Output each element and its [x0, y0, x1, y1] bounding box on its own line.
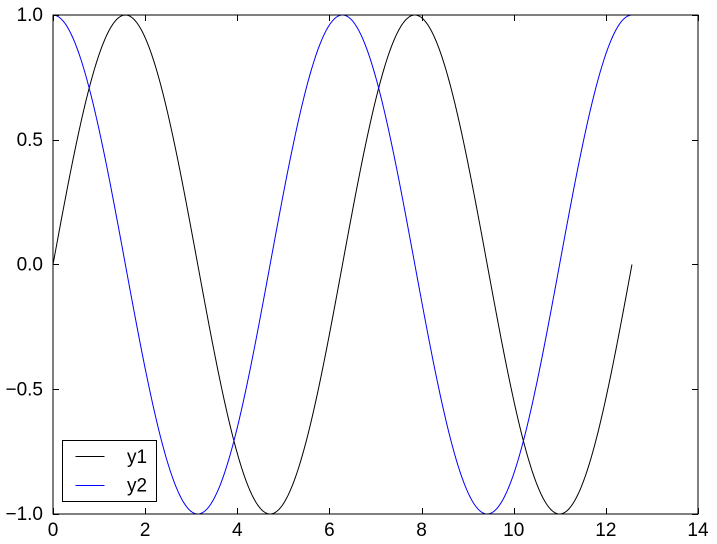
svg-text:−0.5: −0.5: [5, 379, 43, 400]
svg-text:0: 0: [48, 520, 59, 541]
svg-text:2: 2: [140, 520, 151, 541]
svg-text:14: 14: [687, 520, 709, 541]
svg-text:12: 12: [595, 520, 616, 541]
svg-text:−1.0: −1.0: [5, 504, 43, 525]
svg-text:1.0: 1.0: [17, 5, 43, 26]
svg-text:6: 6: [324, 520, 335, 541]
svg-text:10: 10: [503, 520, 524, 541]
svg-text:y1: y1: [127, 447, 147, 468]
svg-text:0.0: 0.0: [17, 255, 43, 276]
svg-text:y2: y2: [127, 476, 147, 497]
svg-text:4: 4: [232, 520, 243, 541]
svg-text:8: 8: [416, 520, 427, 541]
svg-text:0.5: 0.5: [17, 130, 43, 151]
